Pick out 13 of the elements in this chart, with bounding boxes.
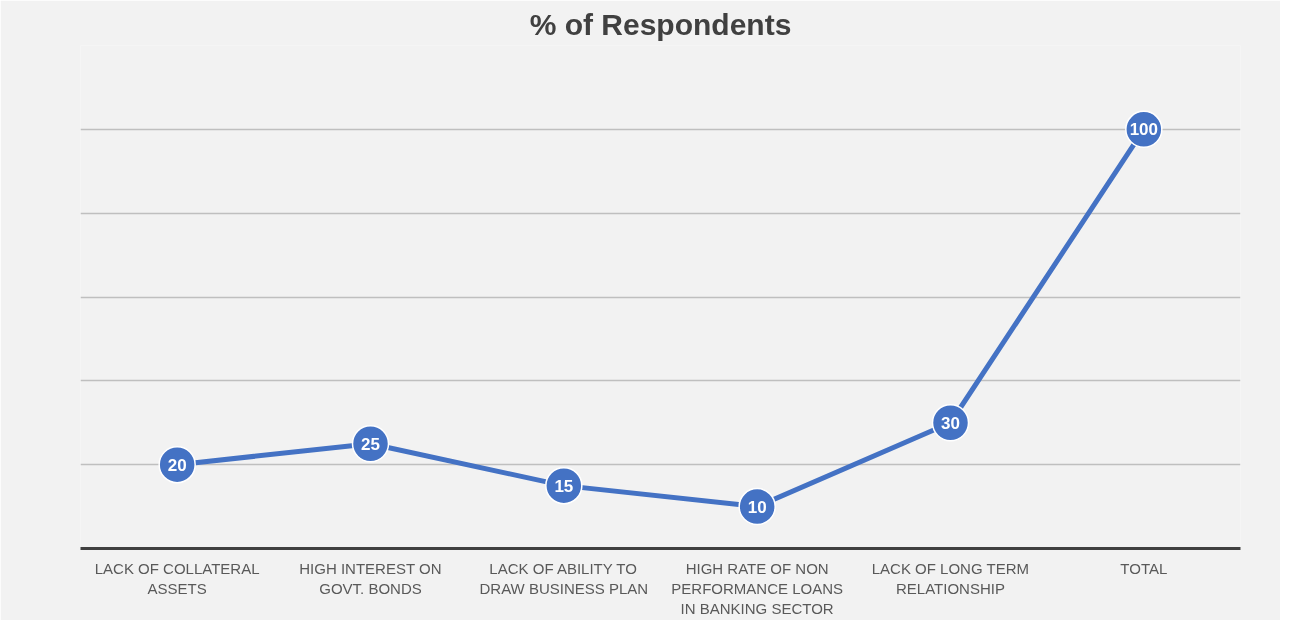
x-tick-label: LACK OF ABILITY TO DRAW BUSINESS PLAN: [479, 559, 649, 597]
data-label: 20: [167, 455, 187, 475]
chart-title: % of Respondents: [529, 7, 792, 41]
data-label: 100: [1129, 120, 1159, 140]
x-tick-label: HIGH RATE OF NON PERFORMANCE LOANS IN BANKING SECTOR: [671, 559, 844, 618]
x-tick-label: LACK OF LONG TERM RELATIONSHIP: [871, 559, 1029, 597]
data-label: 30: [941, 413, 960, 433]
data-label: 15: [554, 476, 574, 496]
x-tick-label: TOTAL: [1120, 559, 1168, 577]
data-label: 10: [747, 497, 767, 517]
x-tick-label: LACK OF COLLATERAL ASSETS: [94, 559, 260, 597]
data-label: 25: [361, 434, 380, 454]
x-tick-label: HIGH INTEREST ON GOVT. BONDS: [299, 559, 442, 597]
